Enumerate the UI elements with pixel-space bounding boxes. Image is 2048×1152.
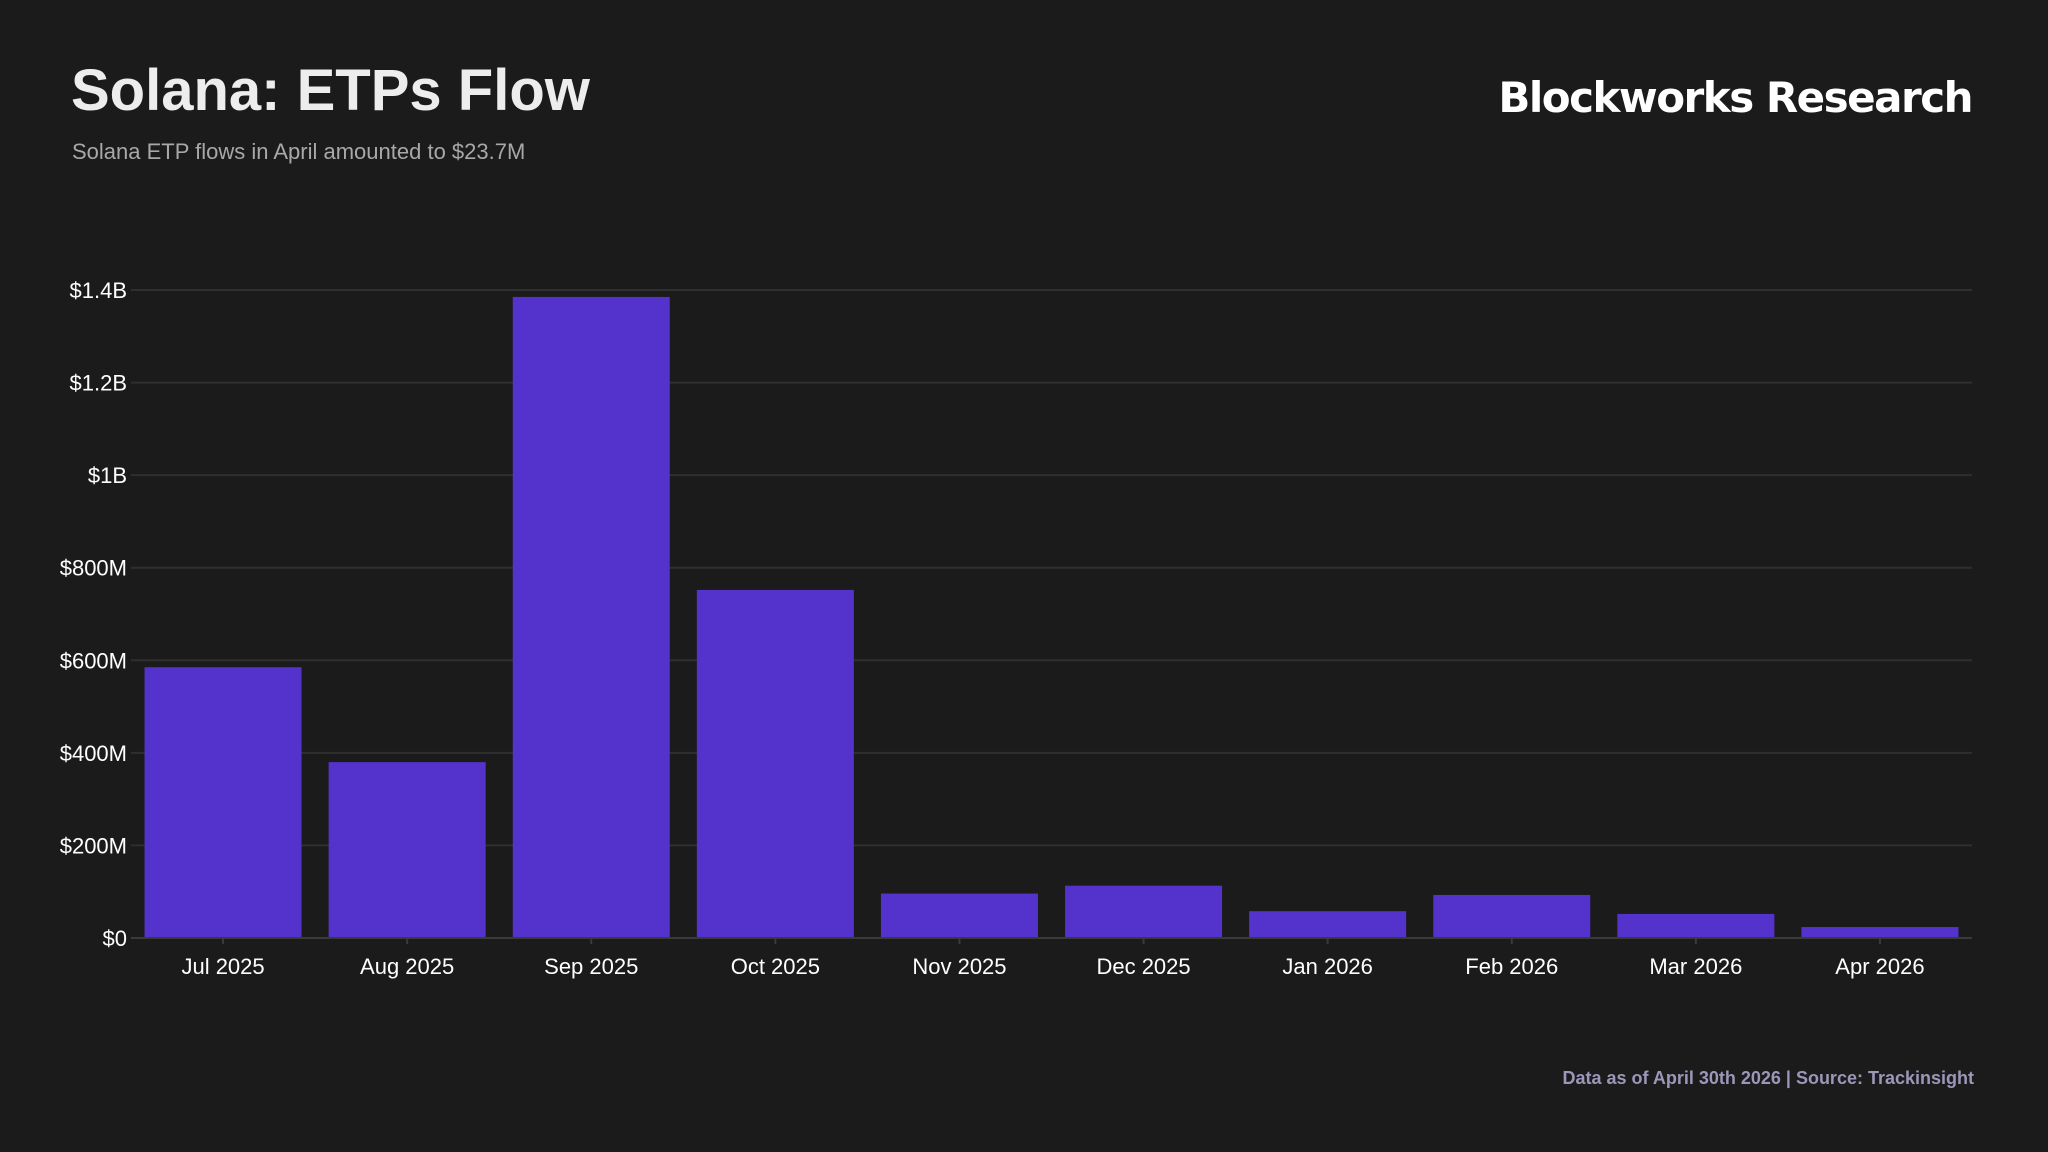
y-tick-label: $1.4B: [70, 278, 128, 303]
x-tick-label: Apr 2026: [1835, 954, 1924, 979]
bar-jul-2025: [144, 667, 302, 938]
source-note: Data as of April 30th 2026 | Source: Tra…: [1562, 1068, 1974, 1088]
x-axis: [131, 937, 1972, 944]
bar-sep-2025: [512, 296, 670, 938]
x-tick-label: Sep 2025: [544, 954, 638, 979]
y-tick-label: $400M: [60, 741, 127, 766]
y-tick-label: $0: [103, 926, 127, 951]
brand-logo: Blockworks Research: [1498, 73, 1973, 122]
bar-oct-2025: [696, 589, 854, 938]
chart-subtitle: Solana ETP flows in April amounted to $2…: [72, 139, 526, 164]
y-tick-label: $1B: [88, 463, 127, 488]
bars: [144, 296, 1959, 938]
bar-jan-2026: [1249, 911, 1407, 938]
bar-mar-2026: [1617, 913, 1775, 938]
y-tick-label: $200M: [60, 833, 127, 858]
y-tick-label: $1.2B: [70, 371, 128, 396]
x-tick-label: Feb 2026: [1465, 954, 1558, 979]
x-tick-label: Aug 2025: [360, 954, 454, 979]
bar-feb-2026: [1433, 894, 1591, 938]
x-tick-label: Jul 2025: [181, 954, 264, 979]
bar-nov-2025: [880, 893, 1038, 938]
chart-title: Solana: ETPs Flow: [71, 58, 590, 123]
x-tick-label: Mar 2026: [1649, 954, 1742, 979]
x-tick-label: Nov 2025: [912, 954, 1006, 979]
x-tick-label: Dec 2025: [1096, 954, 1190, 979]
x-axis-ticks: Jul 2025 Aug 2025 Sep 2025 Oct 2025 Nov 2025…: [181, 954, 1924, 979]
x-tick-label: Oct 2025: [731, 954, 820, 979]
bar-apr-2026: [1801, 927, 1959, 938]
y-tick-label: $800M: [60, 556, 127, 581]
bar-dec-2025: [1065, 885, 1223, 938]
gridlines: [131, 289, 1972, 847]
y-axis-ticks: $0 $200M $400M $600M $800M $1B $1.2B $1.4B: [60, 278, 127, 951]
x-tick-label: Jan 2026: [1282, 954, 1373, 979]
bar-aug-2025: [328, 762, 486, 938]
y-tick-label: $600M: [60, 648, 127, 673]
